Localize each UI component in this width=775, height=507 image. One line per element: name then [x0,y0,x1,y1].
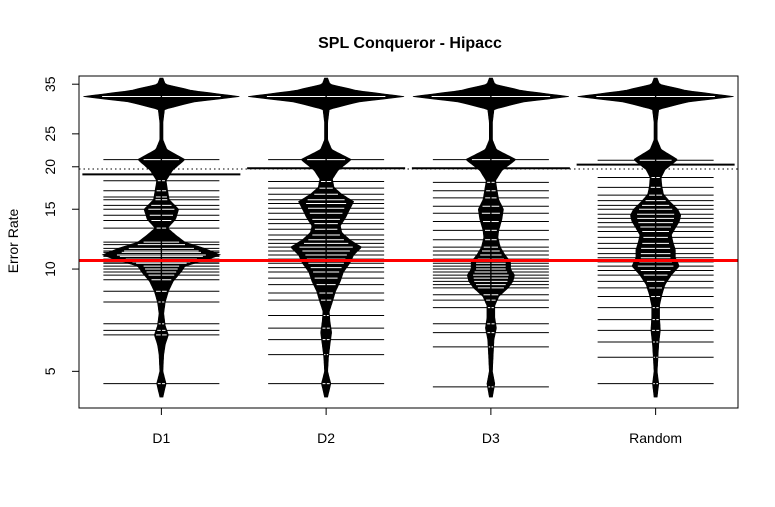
x-tick-label: D1 [152,430,170,446]
bean-d1 [82,77,241,398]
bean-d2 [247,77,406,398]
y-tick-label: 15 [42,201,58,217]
y-tick-label: 35 [42,76,58,92]
bean-random [576,77,735,398]
beans-layer [82,77,735,398]
x-tick-label: Random [629,430,682,446]
y-tick-label: 20 [42,159,58,175]
x-tick-label: D3 [482,430,500,446]
reference-lines [79,168,738,262]
y-axis-label: Error Rate [5,209,21,274]
x-axis: D1 D2 D3 Random [152,407,682,446]
bean-d3 [411,77,570,398]
y-tick-label: 10 [42,261,58,277]
x-tick-label: D2 [317,430,335,446]
y-axis: 5 10 15 20 25 35 [42,76,80,375]
y-tick-label: 25 [42,126,58,142]
y-tick-label: 5 [42,367,58,375]
chart-title: SPL Conqueror - Hipacc [318,35,502,52]
